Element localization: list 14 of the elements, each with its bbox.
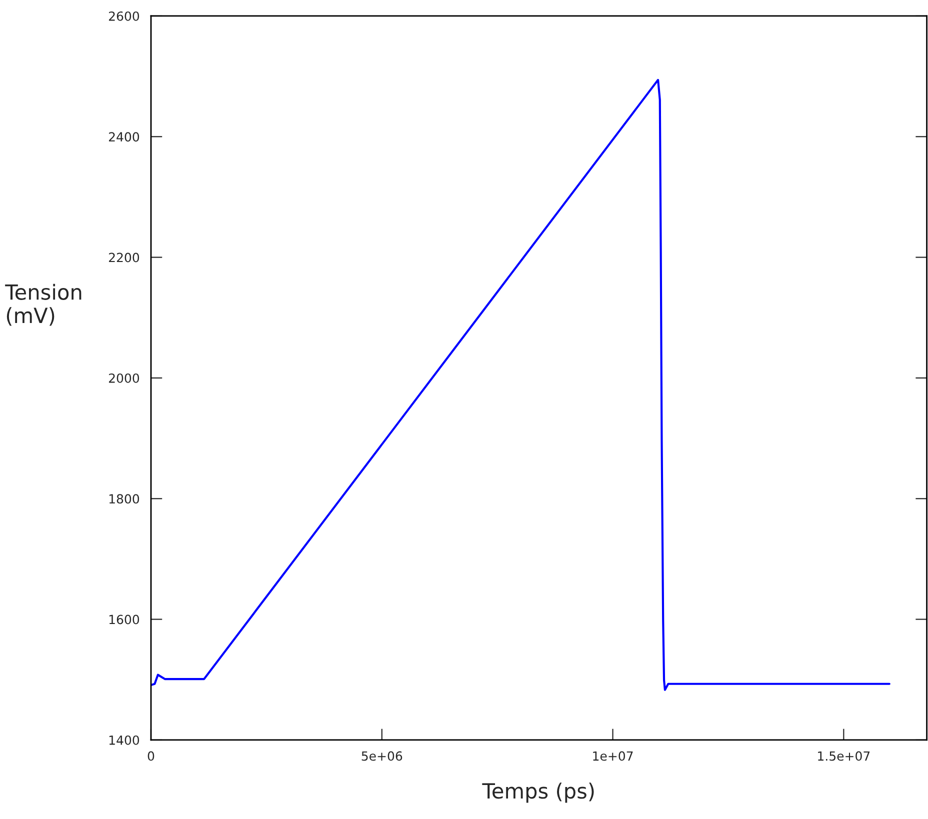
y-tick-label: 2000 (108, 373, 140, 383)
x-tick-label: 5e+06 (362, 751, 402, 761)
x-tick-label: 1.5e+07 (818, 751, 870, 761)
y-tick-label: 1800 (109, 494, 140, 504)
y-tick-label: 2400 (108, 132, 140, 142)
y-tick-label: 2200 (108, 252, 140, 262)
x-axis-title: Temps (ps) (482, 782, 594, 803)
y-tick-label: 1600 (109, 614, 140, 624)
x-tick-label: 1e+07 (593, 751, 633, 761)
x-tick-label: 0 (148, 751, 154, 761)
y-tick-label: 1400 (109, 735, 140, 745)
y-axis-title: Tension (mV) (5, 284, 82, 326)
line-series (150, 78, 890, 691)
y-tick-label: 2600 (108, 11, 140, 21)
